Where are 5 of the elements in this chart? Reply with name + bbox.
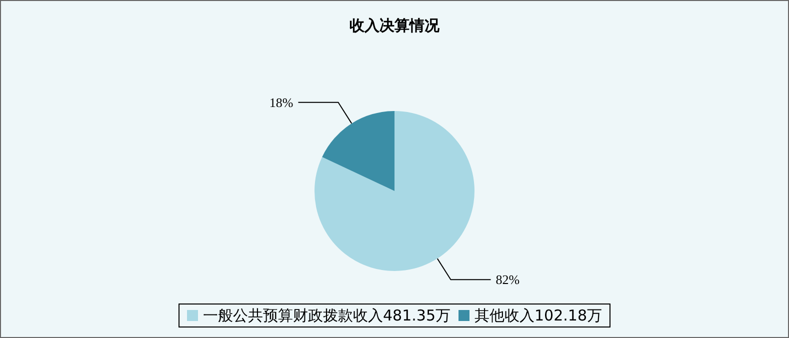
data-label: 18% bbox=[269, 94, 294, 110]
legend-label: 其他收入102.18万 bbox=[474, 306, 602, 324]
data-label: 82% bbox=[496, 272, 520, 288]
legend-label: 一般公共预算财政拨款收入481.35万 bbox=[203, 306, 451, 324]
chart-title: 收入决算情况 bbox=[350, 16, 440, 34]
